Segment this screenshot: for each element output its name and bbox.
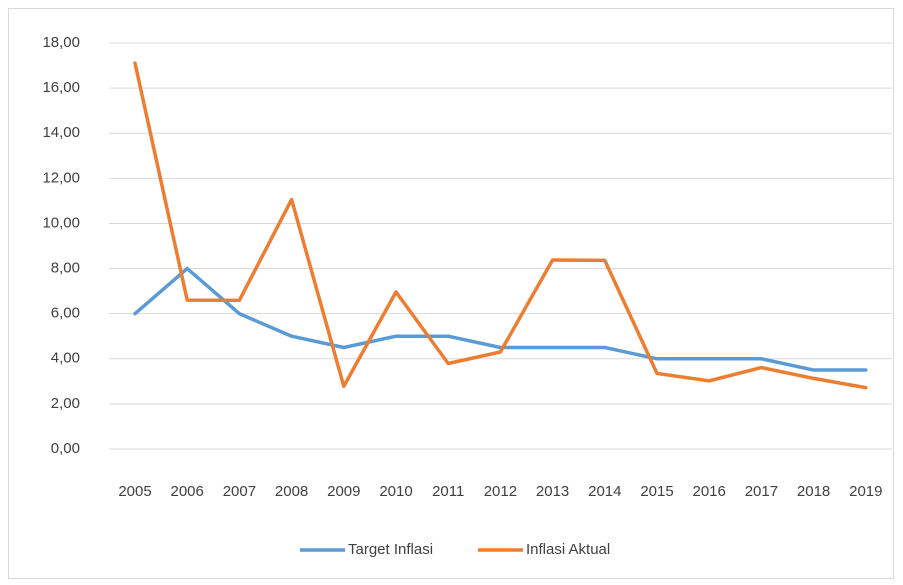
x-tick-label: 2018 xyxy=(797,483,830,500)
y-tick-label: 2,00 xyxy=(51,395,80,412)
series-line xyxy=(133,266,868,372)
x-tick-label: 2007 xyxy=(223,483,256,500)
y-tick-label: 14,00 xyxy=(42,124,80,141)
x-tick-label: 2010 xyxy=(379,483,412,500)
x-tick-label: 2015 xyxy=(640,483,673,500)
y-tick-label: 4,00 xyxy=(51,350,80,367)
x-tick-label: 2011 xyxy=(432,483,464,500)
x-tick-label: 2013 xyxy=(536,483,569,500)
y-tick-label: 12,00 xyxy=(42,169,80,186)
x-tick-label: 2014 xyxy=(588,483,621,500)
y-tick-label: 8,00 xyxy=(51,260,80,277)
x-tick-label: 2005 xyxy=(118,483,151,500)
legend-label: Target Inflasi xyxy=(348,541,433,558)
x-tick-label: 2016 xyxy=(693,483,726,500)
y-tick-label: 6,00 xyxy=(51,305,80,322)
y-tick-label: 16,00 xyxy=(42,79,80,96)
x-tick-label: 2019 xyxy=(849,483,882,500)
x-tick-label: 2006 xyxy=(171,483,204,500)
x-tick-label: 2017 xyxy=(745,483,778,500)
series-line xyxy=(133,61,868,390)
y-tick-label: 18,00 xyxy=(42,34,80,51)
x-tick-label: 2008 xyxy=(275,483,308,500)
x-tick-label: 2009 xyxy=(327,483,360,500)
legend-label: Inflasi Aktual xyxy=(526,541,610,558)
y-tick-label: 0,00 xyxy=(51,440,80,457)
y-tick-label: 10,00 xyxy=(42,214,80,231)
x-tick-label: 2012 xyxy=(484,483,517,500)
